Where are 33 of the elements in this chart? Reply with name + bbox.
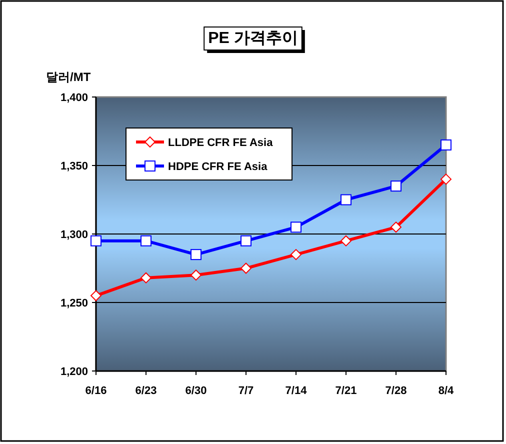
x-tick-label: 6/30 [185, 385, 207, 397]
point [90, 235, 102, 246]
point [140, 235, 152, 246]
legend-label: LLDPE CFR FE Asia [168, 137, 274, 149]
x-tick-label: 6/23 [135, 385, 157, 397]
point [440, 174, 452, 185]
point [290, 249, 302, 260]
point [90, 290, 102, 302]
y-axis-title: 달러/MT [46, 70, 92, 84]
chart-title: PE 가격추이 [208, 30, 298, 47]
y-tick-label: 1,350 [60, 160, 88, 172]
x-tick-label: 7/21 [335, 385, 357, 397]
x-tick-label: 7/28 [385, 385, 407, 397]
point [240, 235, 252, 246]
point [440, 139, 452, 150]
x-tick-label: 7/14 [285, 385, 308, 397]
point [190, 270, 202, 281]
point [390, 222, 402, 233]
y-tick-label: 1,250 [60, 298, 88, 310]
x-tick-label: 6/16 [85, 385, 107, 397]
legend-label: HDPE CFR FE Asia [168, 161, 268, 173]
point [190, 249, 202, 260]
point [390, 180, 402, 192]
point [340, 235, 352, 246]
point [240, 262, 252, 274]
point [140, 272, 152, 284]
point [290, 222, 302, 233]
y-tick-label: 1,400 [60, 92, 88, 104]
point [340, 194, 352, 206]
y-tick-label: 1,300 [60, 229, 88, 241]
x-tick-label: 8/4 [438, 385, 455, 397]
x-tick-label: 7/7 [238, 385, 254, 397]
y-tick-label: 1,200 [60, 366, 88, 378]
